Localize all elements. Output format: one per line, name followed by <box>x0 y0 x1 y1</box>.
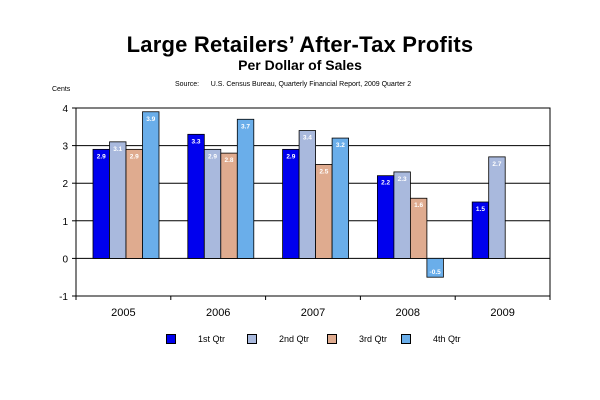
bar <box>488 156 506 259</box>
legend-item: 4th Qtr <box>401 332 461 346</box>
bar <box>393 171 411 259</box>
data-label: 2.9 <box>208 153 217 160</box>
bar <box>282 148 300 259</box>
y-axis-label: Cents <box>52 86 71 93</box>
legend-label: 1st Qtr <box>198 334 226 344</box>
bar <box>187 133 205 259</box>
data-label: 2.9 <box>130 153 139 160</box>
bar <box>298 130 317 259</box>
data-label: 2.7 <box>492 161 501 168</box>
bar <box>426 257 444 278</box>
data-label: 3.7 <box>241 123 250 130</box>
bar <box>376 175 395 259</box>
bar <box>236 118 255 259</box>
legend-item: 2nd Qtr <box>247 332 309 346</box>
legend-label: 3rd Qtr <box>359 334 388 344</box>
x-tick-label: 2006 <box>206 307 230 319</box>
y-tick-label: 2 <box>62 179 68 190</box>
source-note: Source: U.S. Census Bureau, Quarterly Fi… <box>175 81 412 88</box>
data-label: 3.4 <box>303 135 312 142</box>
data-label: 3.9 <box>146 116 155 123</box>
legend-label: 2nd Qtr <box>279 334 310 344</box>
bar <box>315 163 333 259</box>
x-tick-label: 2007 <box>301 307 325 319</box>
data-label: 2.2 <box>381 180 390 187</box>
data-label: 3.2 <box>336 142 345 149</box>
legend-item: 3rd Qtr <box>327 332 387 346</box>
legend-item: 1st Qtr <box>166 332 225 346</box>
legend-label: 4th Qtr <box>433 334 461 344</box>
x-tick-label: 2009 <box>490 307 514 319</box>
data-label: 2.8 <box>225 157 234 164</box>
legend-swatch <box>247 334 257 344</box>
data-label: 2.9 <box>97 153 106 160</box>
bar <box>109 141 127 259</box>
x-tick-label: 2005 <box>111 307 135 319</box>
legend: 1st Qtr 2nd Qtr 3rd Qtr 4th Qtr <box>0 332 600 348</box>
bar <box>331 137 350 259</box>
y-tick-label: 1 <box>62 217 68 228</box>
chart-title: Large Retailers’ After-Tax Profits <box>126 32 474 57</box>
legend-swatch <box>327 334 337 344</box>
bar <box>125 148 143 259</box>
data-label: 2.9 <box>286 153 295 160</box>
y-tick-label: 3 <box>62 142 68 153</box>
bar <box>409 197 428 259</box>
bar <box>220 152 238 259</box>
data-label: 2.5 <box>319 168 328 175</box>
y-tick-label: -1 <box>59 292 68 303</box>
bar <box>203 148 222 259</box>
data-label: 3.1 <box>113 146 122 153</box>
data-label: 1.6 <box>414 202 423 209</box>
bar <box>142 111 160 259</box>
chart-subtitle: Per Dollar of Sales <box>238 57 362 73</box>
bar <box>92 148 110 259</box>
legend-swatch <box>401 334 411 344</box>
data-label: 1.5 <box>476 206 485 213</box>
data-label: 2.3 <box>398 176 407 183</box>
data-label: -0.5 <box>430 269 442 276</box>
data-label: 3.3 <box>192 138 201 145</box>
y-tick-label: 0 <box>62 254 68 265</box>
legend-swatch <box>166 334 176 344</box>
y-tick-label: 4 <box>62 104 68 115</box>
x-tick-label: 2008 <box>396 307 420 319</box>
